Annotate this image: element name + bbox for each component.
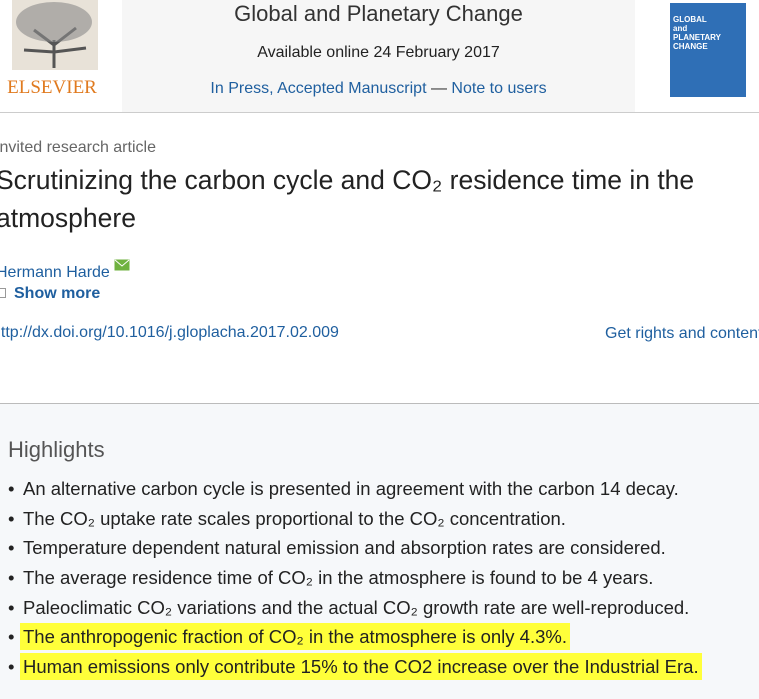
- highlight-text: The CO₂ uptake rate scales proportional …: [23, 507, 566, 529]
- note-link[interactable]: Note to users: [451, 80, 547, 97]
- publisher-logo: ELSEVIER: [7, 0, 98, 98]
- highlights-heading: Highlights: [8, 437, 105, 462]
- highlight-item: Paleoclimatic CO₂ variations and the act…: [8, 595, 699, 625]
- article-type: Invited research article: [0, 139, 156, 156]
- dash: —: [430, 80, 447, 97]
- cover-title: GLOBAL and PLANETARY CHANGE: [673, 15, 721, 51]
- show-more-text[interactable]: Show more: [14, 285, 101, 302]
- highlight-item: An alternative carbon cycle is presented…: [8, 476, 699, 506]
- author[interactable]: Hermann Harde: [0, 259, 130, 282]
- highlight-text: Temperature dependent natural emission a…: [23, 537, 666, 559]
- highlights: Highlights An alternative carbon cycle i…: [0, 403, 759, 699]
- highlight-item: The anthropogenic fraction of CO₂ in the…: [8, 624, 699, 654]
- highlight-text: An alternative carbon cycle is presented…: [23, 478, 679, 499]
- cover[interactable]: GLOBAL and PLANETARY CHANGE: [670, 3, 746, 97]
- highlight-item: Human emissions only contribute 15% to t…: [8, 654, 699, 684]
- highlight-item: The average residence time of CO₂ in the…: [8, 565, 699, 595]
- journal[interactable]: Global and Planetary Change: [234, 1, 523, 26]
- header-panel: [122, 0, 635, 112]
- doi[interactable]: http://dx.doi.org/10.1016/j.gloplacha.20…: [0, 324, 339, 341]
- author-name[interactable]: Hermann Harde: [0, 264, 110, 281]
- highlight-item: The CO₂ uptake rate scales proportional …: [8, 506, 699, 536]
- header: ELSEVIER Global and Planetary Change Ava…: [0, 0, 759, 113]
- highlight-item: Temperature dependent natural emission a…: [8, 535, 699, 565]
- highlight-text: Paleoclimatic CO₂ variations and the act…: [23, 596, 690, 618]
- highlight-list: An alternative carbon cycle is presented…: [8, 476, 699, 684]
- mail-icon[interactable]: [114, 259, 130, 271]
- show-more[interactable]: Show more: [0, 285, 100, 303]
- publisher: ELSEVIER: [7, 77, 97, 98]
- highlight-text: Human emissions only contribute 15% to t…: [23, 656, 699, 678]
- article-title: Scrutinizing the carbon cycle and CO₂ re…: [0, 165, 695, 233]
- rights[interactable]: Get rights and content: [605, 325, 759, 342]
- highlight-text: The anthropogenic fraction of CO₂ in the…: [23, 626, 567, 648]
- status[interactable]: In Press, Accepted Manuscript: [210, 80, 427, 97]
- status-line: In Press, Accepted Manuscript — Note to …: [122, 80, 635, 98]
- expand-icon[interactable]: [0, 288, 6, 298]
- highlight-text: The average residence time of CO₂ in the…: [23, 567, 654, 589]
- available-date: Available online 24 February 2017: [257, 44, 500, 61]
